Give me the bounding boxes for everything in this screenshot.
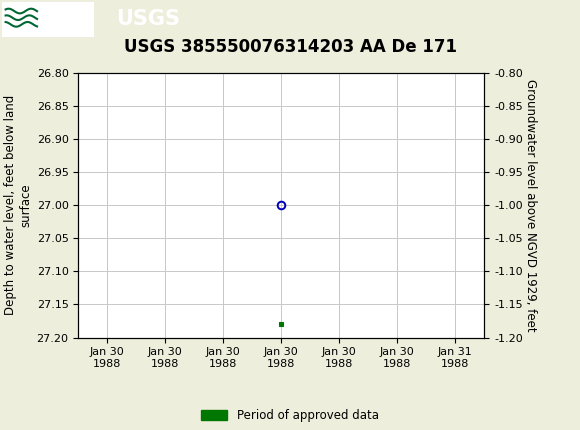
Legend: Period of approved data: Period of approved data	[201, 409, 379, 422]
Y-axis label: Groundwater level above NGVD 1929, feet: Groundwater level above NGVD 1929, feet	[524, 79, 536, 332]
FancyBboxPatch shape	[3, 3, 93, 36]
Text: USGS 385550076314203 AA De 171: USGS 385550076314203 AA De 171	[124, 38, 456, 56]
Text: USGS: USGS	[116, 9, 180, 29]
Y-axis label: Depth to water level, feet below land
surface: Depth to water level, feet below land su…	[5, 95, 32, 316]
